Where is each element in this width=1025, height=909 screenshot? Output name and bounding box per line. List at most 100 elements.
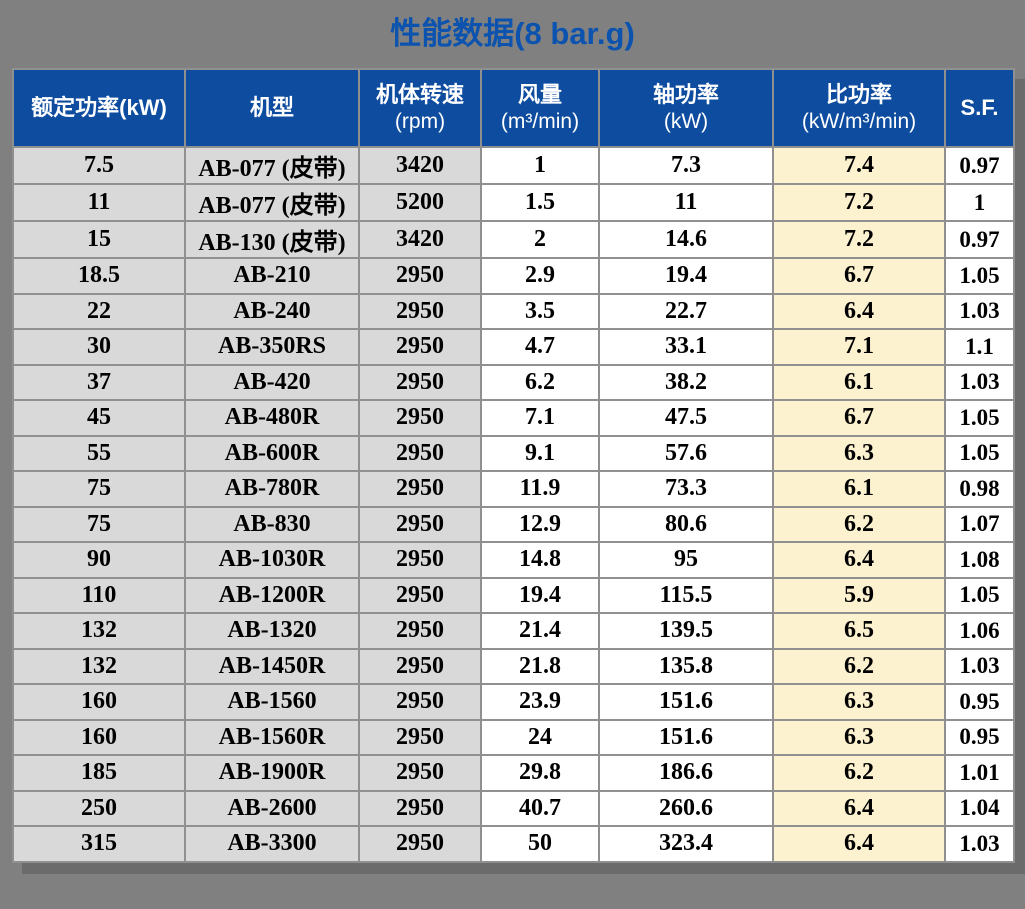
table-row: 132 AB-1450R 2950 21.8 135.8 6.2 1.03	[12, 647, 1015, 685]
table-cell: 5.9	[772, 576, 946, 614]
table-row: 7.5 AB-077 (皮带) 3420 1 7.3 7.4 0.97	[12, 146, 1015, 185]
table-cell: 2950	[358, 612, 482, 650]
table-cell: 2	[480, 220, 600, 259]
table-cell: 2950	[358, 718, 482, 756]
table-cell: 7.2	[772, 220, 946, 259]
table-cell: 1.07	[944, 505, 1015, 543]
table-cell: 90	[12, 541, 186, 579]
table-cell: 7.4	[772, 146, 946, 185]
table-cell: 186.6	[598, 754, 774, 792]
table-cell: 47.5	[598, 399, 774, 437]
table-cell: 19.4	[598, 257, 774, 295]
table-cell: 6.7	[772, 399, 946, 437]
table-row: 315 AB-3300 2950 50 323.4 6.4 1.03	[12, 825, 1015, 863]
table-cell: 6.3	[772, 683, 946, 721]
table-cell: 160	[12, 718, 186, 756]
table-cell: 73.3	[598, 470, 774, 508]
page-title: 性能数据(8 bar.g)	[390, 16, 635, 51]
table-cell: 29.8	[480, 754, 600, 792]
table-cell: 55	[12, 434, 186, 472]
table-row: 55 AB-600R 2950 9.1 57.6 6.3 1.05	[12, 434, 1015, 472]
table-cell: AB-077 (皮带)	[184, 183, 360, 222]
table-cell: 1.04	[944, 789, 1015, 827]
table-cell: 57.6	[598, 434, 774, 472]
table-row: 30 AB-350RS 2950 4.7 33.1 7.1 1.1	[12, 328, 1015, 366]
table-cell: 95	[598, 541, 774, 579]
table-row: 37 AB-420 2950 6.2 38.2 6.1 1.03	[12, 363, 1015, 401]
header-row: 额定功率(kW) 机型 机体转速 (rpm) 风量 (m³/min) 轴功率 (…	[12, 68, 1015, 148]
table-cell: 1.08	[944, 541, 1015, 579]
table-cell: 21.4	[480, 612, 600, 650]
table-cell: 22.7	[598, 292, 774, 330]
table-cell: 19.4	[480, 576, 600, 614]
table-cell: 75	[12, 505, 186, 543]
table-cell: 23.9	[480, 683, 600, 721]
table-cell: 2950	[358, 257, 482, 295]
table-row: 160 AB-1560 2950 23.9 151.6 6.3 0.95	[12, 683, 1015, 721]
table-cell: 18.5	[12, 257, 186, 295]
table-row: 75 AB-780R 2950 11.9 73.3 6.1 0.98	[12, 470, 1015, 508]
table-cell: AB-1200R	[184, 576, 360, 614]
table-cell: 38.2	[598, 363, 774, 401]
table-cell: 24	[480, 718, 600, 756]
table-cell: 3420	[358, 146, 482, 185]
table-cell: 2950	[358, 541, 482, 579]
table-row: 250 AB-2600 2950 40.7 260.6 6.4 1.04	[12, 789, 1015, 827]
table-cell: 1.05	[944, 399, 1015, 437]
table-cell: 40.7	[480, 789, 600, 827]
table-cell: 1.05	[944, 576, 1015, 614]
table-row: 110 AB-1200R 2950 19.4 115.5 5.9 1.05	[12, 576, 1015, 614]
table-cell: 6.2	[772, 647, 946, 685]
table-cell: AB-350RS	[184, 328, 360, 366]
table-cell: 323.4	[598, 825, 774, 863]
table-cell: 12.9	[480, 505, 600, 543]
table-cell: 6.1	[772, 363, 946, 401]
table-cell: AB-420	[184, 363, 360, 401]
table-cell: AB-3300	[184, 825, 360, 863]
table-cell: 151.6	[598, 683, 774, 721]
table-cell: 22	[12, 292, 186, 330]
table-cell: 1.05	[944, 257, 1015, 295]
table-row: 11 AB-077 (皮带) 5200 1.5 11 7.2 1	[12, 183, 1015, 222]
table-cell: 139.5	[598, 612, 774, 650]
table-cell: 80.6	[598, 505, 774, 543]
header-label: 轴功率	[652, 82, 719, 108]
table-cell: 75	[12, 470, 186, 508]
header-label: S.F.	[960, 95, 999, 121]
table-cell: 7.1	[480, 399, 600, 437]
table-cell: AB-600R	[184, 434, 360, 472]
table-cell: 2950	[358, 363, 482, 401]
table-cell: 110	[12, 576, 186, 614]
table-cell: 6.2	[772, 754, 946, 792]
table-cell: AB-210	[184, 257, 360, 295]
table-cell: AB-2600	[184, 789, 360, 827]
table-cell: 45	[12, 399, 186, 437]
header-label: 机体转速	[375, 82, 464, 108]
table-cell: 2950	[358, 683, 482, 721]
table-cell: 6.4	[772, 292, 946, 330]
table-cell: AB-1560	[184, 683, 360, 721]
header-label: 比功率	[825, 82, 892, 108]
table-cell: 50	[480, 825, 600, 863]
table-cell: 6.4	[772, 789, 946, 827]
header-label: 机型	[249, 95, 294, 121]
table-cell: 37	[12, 363, 186, 401]
table-cell: AB-1560R	[184, 718, 360, 756]
table-cell: 0.95	[944, 718, 1015, 756]
header-unit: (rpm)	[394, 109, 446, 133]
table-cell: 185	[12, 754, 186, 792]
table-cell: 1.03	[944, 292, 1015, 330]
table-cell: 1.03	[944, 825, 1015, 863]
table-cell: 7.1	[772, 328, 946, 366]
table-cell: 4.7	[480, 328, 600, 366]
table-cell: 2950	[358, 789, 482, 827]
header-model: 机型	[184, 68, 360, 148]
table-cell: AB-1030R	[184, 541, 360, 579]
table-cell: AB-480R	[184, 399, 360, 437]
table-cell: 7.2	[772, 183, 946, 222]
table-cell: 0.98	[944, 470, 1015, 508]
table-row: 15 AB-130 (皮带) 3420 2 14.6 7.2 0.97	[12, 220, 1015, 259]
table-row: 132 AB-1320 2950 21.4 139.5 6.5 1.06	[12, 612, 1015, 650]
table-cell: 1	[480, 146, 600, 185]
table-cell: 33.1	[598, 328, 774, 366]
